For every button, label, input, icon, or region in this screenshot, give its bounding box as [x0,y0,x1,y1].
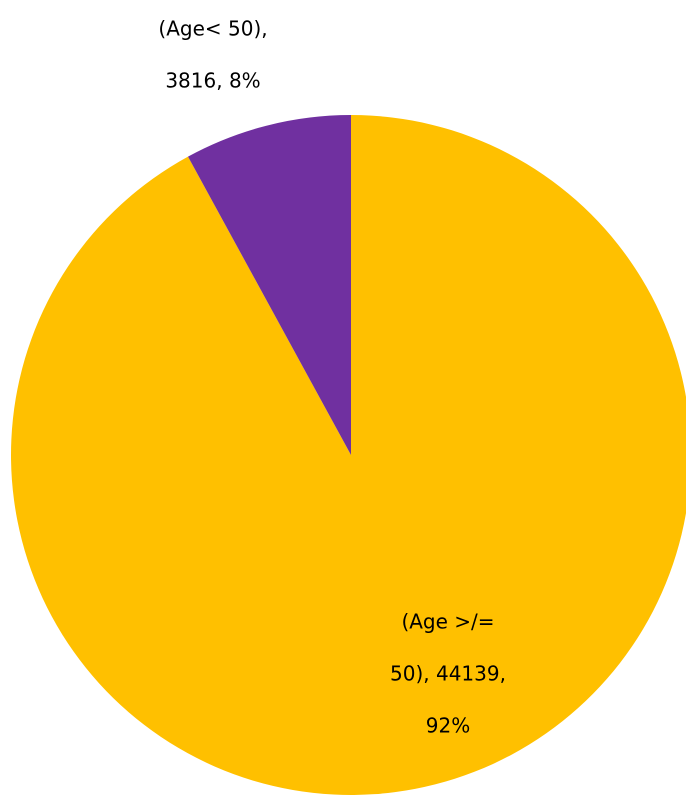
data-label: (Age< 50), [158,17,267,41]
data-label: 3816, 8% [165,69,260,93]
data-label: (Age >/= [401,610,494,634]
pie-slice [188,115,351,455]
data-label: 92% [426,714,470,738]
data-label: 50), 44139, [390,662,506,686]
pie-slice [11,115,686,795]
